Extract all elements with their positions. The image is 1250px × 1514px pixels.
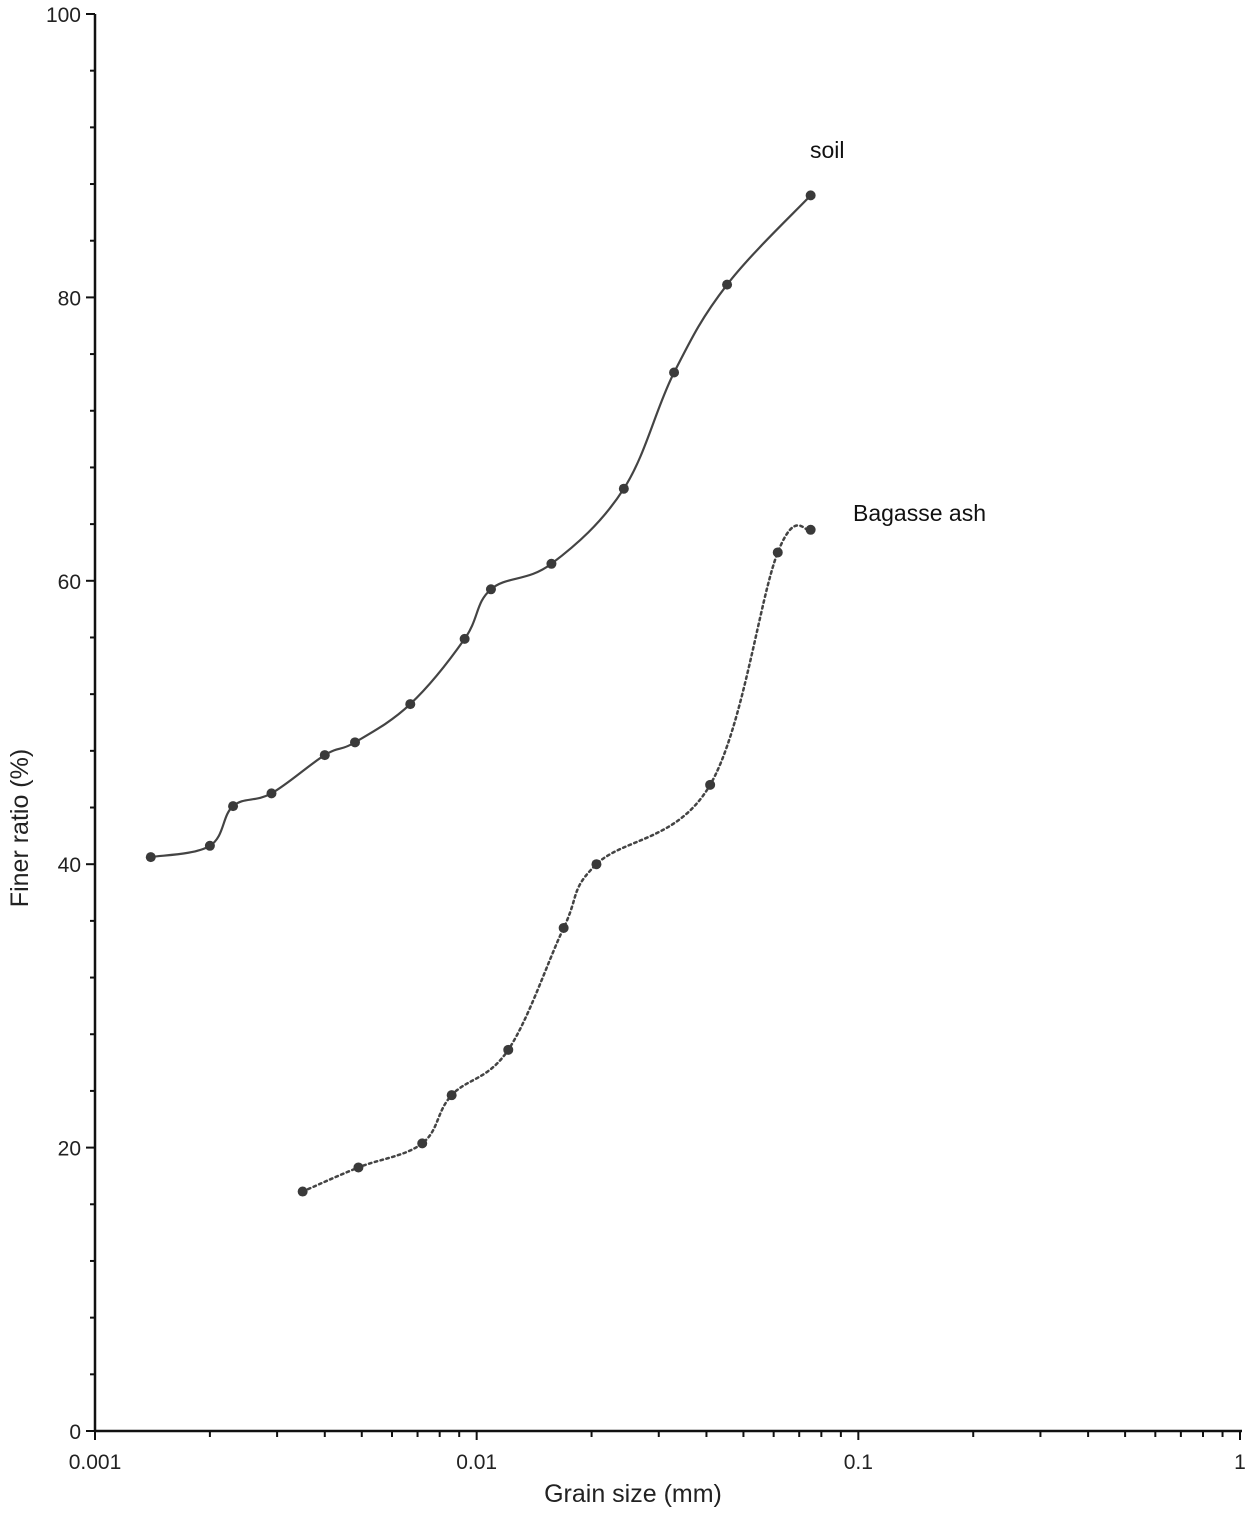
y-tick-label: 20	[58, 1138, 81, 1161]
data-point-soil	[669, 367, 680, 378]
data-point-soil	[546, 558, 557, 569]
x-tick-label: 0.01	[456, 1451, 497, 1474]
axes: 0 20 40 60 80 100 0.001 0.01 0.1 1	[46, 4, 1246, 1474]
x-axis-title: Grain size (mm)	[544, 1480, 722, 1508]
series-line-soil	[150, 194, 812, 859]
data-point-bagasse-ash	[297, 1186, 308, 1197]
data-point-bagasse-ash	[417, 1138, 428, 1149]
series-line-bagasse-ash	[301, 524, 812, 1193]
y-tick-label: 0	[69, 1421, 81, 1444]
data-point-soil	[405, 699, 416, 710]
data-point-bagasse-ash	[446, 1090, 457, 1101]
data-point-bagasse-ash	[353, 1162, 364, 1173]
data-point-soil	[228, 801, 239, 812]
data-point-soil	[350, 737, 361, 748]
data-point-bagasse-ash	[705, 779, 716, 790]
data-point-bagasse-ash	[591, 859, 602, 870]
data-point-soil	[459, 633, 470, 644]
data-point-soil	[204, 840, 215, 851]
series-group	[145, 190, 816, 1197]
data-point-soil	[485, 584, 496, 595]
data-point-bagasse-ash	[805, 524, 816, 535]
data-point-bagasse-ash	[772, 547, 783, 558]
data-point-soil	[805, 190, 816, 201]
x-tick-label: 0.001	[69, 1451, 122, 1474]
data-point-soil	[319, 750, 330, 761]
data-point-soil	[266, 788, 277, 799]
x-tick-label: 0.1	[844, 1451, 873, 1474]
y-tick-label: 100	[46, 4, 81, 27]
data-point-bagasse-ash	[558, 922, 569, 933]
y-tick-label: 80	[58, 287, 81, 310]
y-tick-label: 40	[58, 854, 81, 877]
data-point-soil	[618, 483, 629, 494]
data-point-bagasse-ash	[503, 1044, 514, 1055]
y-tick-label: 60	[58, 571, 81, 594]
series-label-bagasse-ash: Bagasse ash	[853, 500, 986, 526]
x-tick-label: 1	[1234, 1451, 1246, 1474]
y-axis-title: Finer ratio (%)	[6, 749, 34, 907]
data-point-soil	[145, 852, 156, 863]
series-label-soil: soil	[810, 137, 845, 163]
data-point-soil	[722, 279, 733, 290]
